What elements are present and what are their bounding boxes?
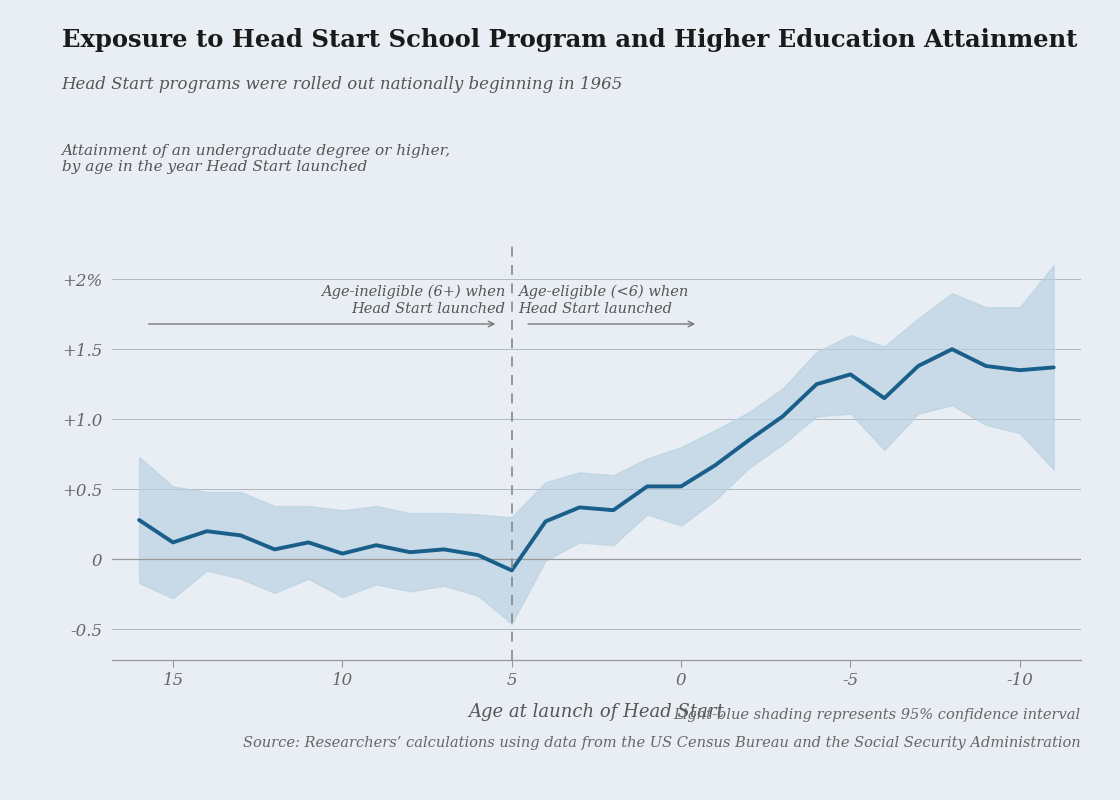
Text: Head Start programs were rolled out nationally beginning in 1965: Head Start programs were rolled out nati…	[62, 76, 623, 93]
Text: Attainment of an undergraduate degree or higher,
by age in the year Head Start l: Attainment of an undergraduate degree or…	[62, 144, 450, 174]
X-axis label: Age at launch of Head Start: Age at launch of Head Start	[468, 702, 725, 721]
Text: Age-eligible (<6) when
Head Start launched: Age-eligible (<6) when Head Start launch…	[519, 285, 689, 315]
Text: Age-ineligible (6+) when
Head Start launched: Age-ineligible (6+) when Head Start laun…	[320, 285, 505, 315]
Text: Exposure to Head Start School Program and Higher Education Attainment: Exposure to Head Start School Program an…	[62, 28, 1077, 52]
Text: Light-blue shading represents 95% confidence interval: Light-blue shading represents 95% confid…	[673, 708, 1081, 722]
Text: Source: Researchers’ calculations using data from the US Census Bureau and the S: Source: Researchers’ calculations using …	[243, 736, 1081, 750]
